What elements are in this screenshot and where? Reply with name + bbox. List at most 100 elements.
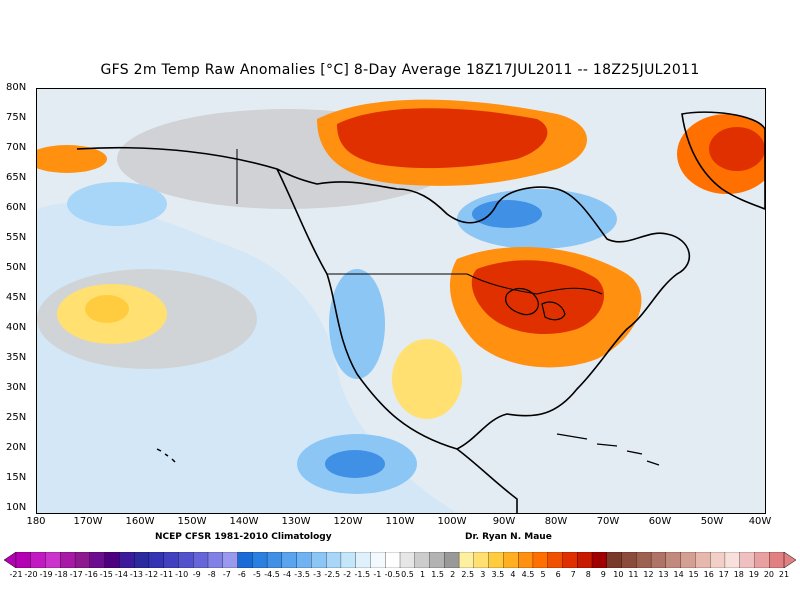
colorbar-swatch bbox=[178, 552, 194, 568]
colorbar-swatch bbox=[252, 552, 268, 568]
colorbar-swatch bbox=[222, 552, 238, 568]
colorbar-tick-label: -19 bbox=[39, 570, 53, 579]
colorbar-tick-label: -3 bbox=[313, 570, 322, 579]
colorbar-swatch bbox=[326, 552, 342, 568]
colorbar-swatch bbox=[281, 552, 298, 568]
colorbar-tick-label: 11 bbox=[628, 570, 639, 579]
colorbar-swatch bbox=[606, 552, 622, 568]
greenland-warm-core bbox=[709, 127, 765, 171]
colorbar-tick-label: -2 bbox=[343, 570, 352, 579]
y-tick-label: 50N bbox=[6, 262, 27, 273]
x-tick-label: 120W bbox=[333, 516, 363, 527]
colorbar-swatch bbox=[577, 552, 593, 568]
colorbar-tick-label: 2 bbox=[450, 570, 456, 579]
colorbar-tick-label: -6 bbox=[237, 570, 246, 579]
colorbar-swatch bbox=[414, 552, 430, 568]
colorbar-tick-label: -21 bbox=[9, 570, 23, 579]
east-us-warm-core bbox=[471, 260, 605, 334]
colorbar-swatch bbox=[710, 552, 726, 568]
y-tick-label: 40N bbox=[6, 322, 27, 333]
colorbar-labels: -21 -20 -19 -18 -17 -16 -15 -14 -13 -12 -11 -10 -9 -8… bbox=[0, 570, 800, 584]
greenland-coastline bbox=[681, 111, 765, 210]
colorbar-swatch bbox=[266, 552, 283, 568]
colorbar bbox=[4, 552, 796, 568]
colorbar-swatch bbox=[15, 552, 32, 568]
colorbar-swatch bbox=[237, 552, 253, 568]
pacific-warm-blob-core bbox=[85, 295, 129, 323]
colorbar-left-arrow bbox=[4, 552, 17, 568]
colorbar-tick-label: -12 bbox=[144, 570, 159, 579]
colorbar-tick-label: -5 bbox=[252, 570, 261, 579]
west-us-cool-anomaly bbox=[329, 269, 385, 379]
colorbar-swatch bbox=[89, 552, 106, 568]
colorbar-swatch bbox=[74, 552, 91, 568]
anomaly-map bbox=[37, 89, 765, 513]
y-tick-label: 45N bbox=[6, 292, 27, 303]
colorbar-tick-label: 4.5 bbox=[521, 570, 535, 579]
colorbar-tick-label: -9 bbox=[192, 570, 201, 579]
colorbar-tick-label: -13 bbox=[129, 570, 144, 579]
x-tick-label: 100W bbox=[437, 516, 467, 527]
colorbar-tick-label: 20 bbox=[763, 570, 775, 579]
colorbar-tick-label: 12 bbox=[643, 570, 654, 579]
colorbar-tick-label: 17 bbox=[718, 570, 729, 579]
y-tick-label: 70N bbox=[6, 142, 27, 153]
colorbar-tick-label: -4.5 bbox=[264, 570, 280, 579]
colorbar-tick-label: -7 bbox=[222, 570, 231, 579]
colorbar-right-arrow bbox=[783, 552, 796, 568]
colorbar-swatch bbox=[60, 552, 76, 568]
great-lakes-outline bbox=[505, 287, 566, 321]
colorbar-swatch bbox=[695, 552, 711, 568]
colorbar-swatch bbox=[296, 552, 312, 568]
y-tick-label: 25N bbox=[6, 412, 27, 423]
colorbar-tick-label: 21 bbox=[778, 570, 790, 579]
chart-title: GFS 2m Temp Raw Anomalies [°C] 8-Day Ave… bbox=[100, 62, 700, 78]
colorbar-swatch bbox=[503, 552, 519, 568]
colorbar-swatch bbox=[163, 552, 179, 568]
colorbar-swatch bbox=[724, 552, 741, 568]
colorbar-tick-label: 19 bbox=[748, 570, 759, 579]
pacific-cool-blob-core bbox=[325, 450, 385, 478]
colorbar-swatch bbox=[45, 552, 61, 568]
colorbar-swatch bbox=[340, 552, 357, 568]
colorbar-swatch bbox=[636, 552, 652, 568]
colorbar-swatch bbox=[473, 552, 490, 568]
colorbar-tick-label: 14 bbox=[673, 570, 684, 579]
x-tick-label: 150W bbox=[177, 516, 207, 527]
siberia-warm-anomaly bbox=[37, 145, 107, 173]
colorbar-swatch bbox=[488, 552, 504, 568]
colorbar-swatch bbox=[444, 552, 460, 568]
colorbar-tick-label: 3 bbox=[480, 570, 486, 579]
y-tick-label: 55N bbox=[6, 232, 27, 243]
colorbar-tick-label: 10 bbox=[613, 570, 624, 579]
x-tick-label: 60W bbox=[648, 516, 672, 527]
colorbar-swatch bbox=[621, 552, 637, 568]
colorbar-tick-label: -17 bbox=[69, 570, 83, 579]
y-tick-label: 30N bbox=[6, 382, 27, 393]
colorbar-tick-label: -1.5 bbox=[354, 570, 371, 579]
colorbar-tick-label: 5 bbox=[540, 570, 546, 579]
colorbar-tick-label: -4 bbox=[283, 570, 292, 579]
x-tick-label: 170W bbox=[73, 516, 103, 527]
y-tick-label: 10N bbox=[6, 502, 27, 513]
colorbar-tick-label: 13 bbox=[658, 570, 669, 579]
colorbar-tick-label: 1.5 bbox=[431, 570, 445, 579]
colorbar-tick-label: 15 bbox=[688, 570, 699, 579]
colorbar-swatch bbox=[458, 552, 475, 568]
colorbar-tick-label: 6 bbox=[555, 570, 561, 579]
caribbean-islands bbox=[556, 433, 660, 466]
southwest-warm-anomaly bbox=[392, 339, 462, 419]
x-tick-label: 50W bbox=[700, 516, 724, 527]
colorbar-swatch bbox=[665, 552, 682, 568]
author-credit: Dr. Ryan N. Maue bbox=[465, 532, 552, 542]
colorbar-tick-label: -15 bbox=[99, 570, 113, 579]
us-canada-border bbox=[327, 273, 603, 295]
x-tick-label: 110W bbox=[385, 516, 415, 527]
colorbar-tick-label: -0.5 bbox=[384, 570, 401, 579]
arctic-warm-anomaly-core bbox=[337, 108, 548, 169]
colorbar-tick-label: -18 bbox=[54, 570, 68, 579]
y-tick-label: 75N bbox=[6, 112, 27, 123]
x-tick-label: 130W bbox=[281, 516, 311, 527]
colorbar-swatch bbox=[207, 552, 224, 568]
colorbar-tick-label: 9 bbox=[600, 570, 606, 579]
